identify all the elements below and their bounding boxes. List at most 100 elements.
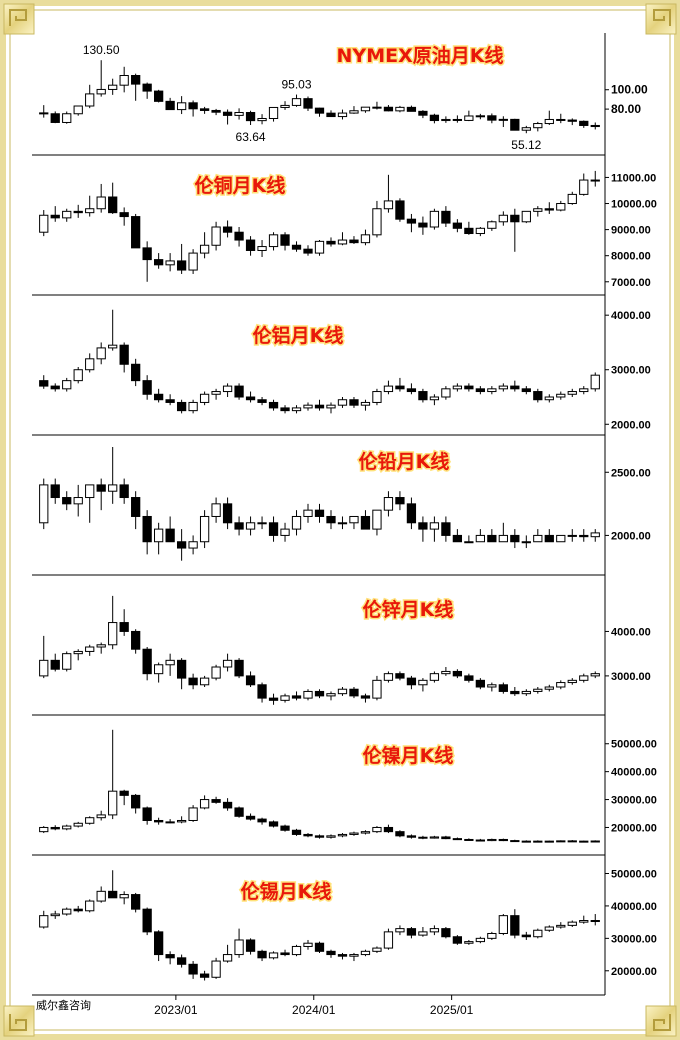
candle xyxy=(211,221,221,251)
candle-body xyxy=(199,973,210,978)
candle xyxy=(567,118,577,126)
y-tick-label: 50000.00 xyxy=(611,739,657,751)
candle xyxy=(199,795,210,810)
candle xyxy=(234,658,244,679)
candle-body xyxy=(487,684,497,688)
candle-body xyxy=(108,890,118,899)
candle-body xyxy=(349,954,359,957)
candle xyxy=(372,200,382,238)
candle xyxy=(326,691,336,701)
candle-body xyxy=(188,401,198,412)
candle-body xyxy=(280,234,290,246)
candle xyxy=(314,107,325,117)
panel-title: 伦锌月K线 xyxy=(363,598,454,621)
candle-body xyxy=(291,945,302,956)
candle-body xyxy=(62,653,72,670)
candle-body xyxy=(211,391,221,395)
panel: 伦铅月K线 2000.00 2500.00 xyxy=(39,447,651,561)
candle xyxy=(326,949,336,958)
candle-body xyxy=(464,675,474,681)
candle xyxy=(556,922,566,929)
candle xyxy=(337,516,348,530)
candle xyxy=(291,405,302,414)
candle-body xyxy=(406,503,417,524)
candle xyxy=(50,478,60,504)
candle-body xyxy=(234,939,244,956)
candle xyxy=(280,824,290,832)
candle-body xyxy=(257,818,267,823)
candle xyxy=(62,491,72,511)
candle xyxy=(154,930,164,962)
candle xyxy=(188,535,198,555)
candle xyxy=(39,375,49,389)
candle xyxy=(119,891,129,905)
candle xyxy=(234,383,244,400)
candle-body xyxy=(303,404,313,409)
candle xyxy=(406,105,417,112)
candle-body xyxy=(73,650,83,655)
candle xyxy=(383,174,394,213)
candle xyxy=(406,675,417,690)
candle xyxy=(199,675,210,687)
candle xyxy=(487,220,497,231)
candle xyxy=(131,358,141,387)
candle-body xyxy=(533,688,543,692)
candle-body xyxy=(245,239,256,251)
candle-body xyxy=(108,484,118,492)
candle xyxy=(556,113,566,124)
candle xyxy=(234,928,244,958)
price-annotation: 63.64 xyxy=(236,130,266,144)
candle-body xyxy=(337,522,348,525)
candle xyxy=(85,84,95,109)
y-tick-label: 9000.00 xyxy=(611,225,651,237)
candle-body xyxy=(176,819,187,823)
x-tick-label: 2025/01 xyxy=(430,1003,474,1017)
candle-body xyxy=(418,836,428,839)
candle-body xyxy=(521,127,531,131)
candle-body xyxy=(257,684,267,699)
candle xyxy=(475,113,485,120)
candle xyxy=(303,96,313,111)
candle xyxy=(188,805,198,822)
candle-body xyxy=(119,484,129,499)
candle xyxy=(234,806,244,818)
candle-body xyxy=(464,385,474,390)
candle xyxy=(510,529,520,549)
candle-body xyxy=(176,401,187,412)
candle-body xyxy=(199,515,210,543)
candle xyxy=(521,535,531,549)
candle-body xyxy=(349,399,359,406)
candle xyxy=(441,116,451,123)
candle-body xyxy=(464,541,474,544)
candle-body xyxy=(211,960,221,978)
candle-body xyxy=(533,534,543,543)
candle-body xyxy=(590,920,600,923)
candle-body xyxy=(590,532,600,538)
brand-watermark: 威尔鑫咨询 xyxy=(36,998,91,1012)
candle xyxy=(222,944,233,963)
candle-body xyxy=(188,541,198,549)
candle xyxy=(475,936,485,944)
candle-body xyxy=(39,826,49,833)
candle-body xyxy=(222,801,233,809)
panel-title: 伦铅月K线 xyxy=(359,450,450,473)
candle xyxy=(119,478,129,504)
candle-body xyxy=(579,534,589,538)
candle xyxy=(108,870,118,899)
x-axis: 2023/01 2024/01 2025/01 xyxy=(154,995,474,1017)
candle xyxy=(257,682,267,703)
candle-body xyxy=(544,926,554,931)
candle xyxy=(131,213,141,249)
candle-body xyxy=(533,391,543,401)
panel: NYMEX原油月K线 80.00 100.00 130.50 63.64 95.03 55.… xyxy=(39,43,648,152)
candle-body xyxy=(131,497,141,517)
candle xyxy=(418,516,428,542)
candle xyxy=(360,693,371,703)
candle-body xyxy=(510,385,520,390)
candle-body xyxy=(395,200,405,220)
panel-title: 伦铜月K线 xyxy=(195,174,286,197)
candle-body xyxy=(487,932,497,939)
y-tick-label: 2500.00 xyxy=(611,467,651,479)
candle-body xyxy=(119,212,129,218)
candle-body xyxy=(165,399,175,403)
